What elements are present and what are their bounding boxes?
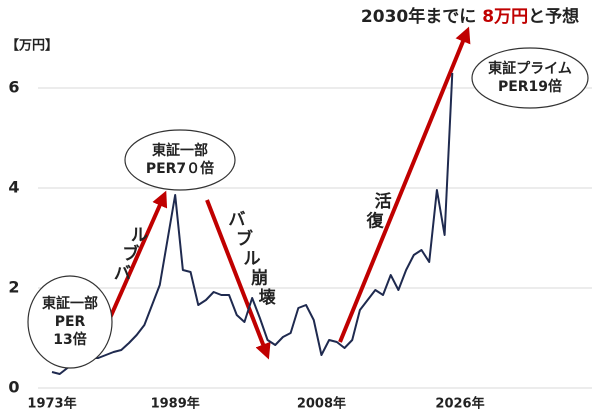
annotation-bubble	[27, 275, 113, 369]
y-tick-label: 4	[8, 178, 19, 197]
annotation-text: 東証一部	[152, 142, 208, 159]
arrow	[205, 199, 271, 360]
arrow	[338, 26, 471, 343]
annotation-text: PER7０倍	[146, 160, 214, 177]
x-tick-label: 1973年	[27, 396, 76, 412]
y-axis-label: 【万円】	[6, 38, 58, 54]
title-suffix: と予想	[528, 6, 579, 27]
data-line	[51, 72, 454, 375]
annotation-text: 13倍	[53, 331, 86, 348]
title-highlight: 8万円	[482, 7, 528, 27]
annotation-bubble	[124, 129, 236, 191]
x-tick-label: 2008年	[297, 396, 346, 412]
annotation-text: 東証プライム	[488, 60, 572, 77]
annotation-text: 東証一部	[42, 295, 98, 312]
annotation-text: PER19倍	[498, 78, 562, 95]
annotation-bubble	[471, 47, 589, 109]
x-tick-label: 2026年	[435, 396, 484, 412]
y-tick-label: 2	[8, 278, 19, 297]
y-tick-label: 0	[8, 378, 19, 397]
annotation-text: PER	[55, 314, 86, 330]
chart-title: 2030年までに 8万円と予想	[361, 6, 579, 27]
arrow-label: バブル	[106, 217, 159, 291]
y-tick-label: 6	[8, 78, 19, 97]
arrow-label: 復活	[358, 183, 403, 239]
title-text: 2030年までに	[361, 6, 476, 27]
x-tick-label: 1989年	[151, 396, 200, 412]
